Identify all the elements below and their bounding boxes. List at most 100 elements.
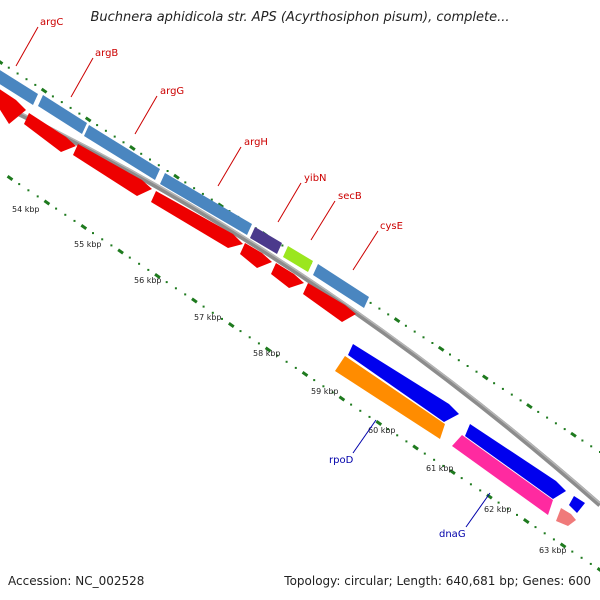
outer-dot (157, 164, 160, 167)
gene-argB[interactable] (38, 95, 87, 134)
genome-backbone-highlight (0, 101, 600, 504)
inner-dot (359, 409, 362, 412)
inner-dot (596, 567, 600, 573)
inner-dot (368, 415, 371, 418)
outer-dot (113, 135, 116, 138)
inner-dot (396, 434, 399, 437)
outer-dot (570, 431, 577, 438)
outer-dot (7, 66, 10, 69)
orf-blue-2[interactable] (465, 424, 566, 499)
tick-label: 61 kbp (426, 464, 454, 473)
outer-dot (378, 307, 381, 310)
inner-dot (184, 293, 187, 296)
orf-salmon-1[interactable] (556, 508, 576, 526)
tick-label: 60 kbp (368, 426, 396, 435)
outer-dot (526, 403, 533, 410)
inner-dot (221, 317, 223, 320)
tick-label: 55 kbp (74, 240, 102, 249)
inner-dot (73, 219, 76, 222)
inner-dot (80, 224, 88, 230)
outer-dot (34, 83, 37, 86)
inner-dot (301, 371, 309, 377)
inner-dot (227, 322, 235, 328)
tick-label: 59 kbp (311, 387, 339, 396)
label-argH: argH (244, 137, 268, 148)
inner-dot (449, 469, 456, 475)
label-argB: argB (95, 48, 118, 59)
inner-dot (559, 542, 567, 549)
orf-red-7[interactable] (303, 283, 356, 322)
label-argG: argG (160, 86, 184, 97)
outer-dot (140, 152, 143, 155)
inner-dot (128, 256, 131, 259)
inner-dot (469, 483, 472, 486)
tick-label: 62 kbp (484, 505, 512, 514)
gene-argH[interactable] (160, 173, 252, 235)
inner-dot (18, 183, 21, 186)
orf-red-2[interactable] (24, 113, 76, 152)
inner-dot (313, 379, 316, 382)
inner-dot (442, 464, 445, 467)
outer-dot (60, 101, 63, 104)
outer-dot (466, 365, 469, 367)
map-title: Buchnera aphidicola str. APS (Acyrthosip… (90, 10, 510, 25)
orf-blue-1[interactable] (348, 344, 459, 422)
tick-label: 63 kbp (539, 546, 567, 555)
outer-dot (449, 353, 451, 356)
outer-dot (519, 399, 522, 402)
inner-dot (36, 195, 39, 198)
outer-dot (0, 59, 4, 65)
gene-dnaG[interactable] (452, 435, 553, 515)
inner-dot (589, 562, 592, 565)
orf-red-6[interactable] (271, 263, 304, 288)
outer-dot (510, 393, 513, 396)
gene-yibN[interactable] (250, 227, 282, 254)
outer-dot (51, 95, 54, 98)
gene-argC[interactable] (0, 67, 38, 105)
inner-dot (43, 199, 51, 206)
orf-red-1[interactable] (0, 86, 26, 124)
inner-dot (522, 518, 530, 524)
outer-dot (40, 87, 48, 94)
gene-argG[interactable] (84, 125, 160, 180)
orf-red-3[interactable] (73, 144, 152, 196)
tick-label: 57 kbp (194, 313, 222, 322)
inner-dot (248, 336, 251, 339)
inner-dot (338, 395, 346, 402)
inner-dot (55, 207, 58, 210)
outer-dot (193, 187, 196, 190)
label-cysE: cysE (380, 221, 403, 232)
gene-cysE[interactable] (313, 264, 369, 308)
label-argC: argC (40, 17, 63, 28)
orf-red-4[interactable] (151, 191, 243, 248)
inner-dot (486, 493, 493, 500)
inner-dot (497, 501, 500, 504)
inner-dot (460, 477, 463, 480)
axis-ticks: 54 kbp 55 kbp 56 kbp 57 kbp 58 kbp 59 kbp 60 k… (12, 205, 567, 555)
outer-dot (457, 359, 460, 362)
outer-dot (537, 410, 540, 413)
orf-red-5[interactable] (240, 243, 272, 268)
inner-dot (257, 342, 260, 345)
outer-dot (581, 439, 584, 442)
outer-dot (413, 330, 416, 333)
inner-dot (375, 420, 383, 426)
orf-blue-3[interactable] (569, 496, 585, 513)
inner-dot (516, 513, 518, 516)
inner-dot (6, 175, 14, 181)
outer-dot (210, 198, 213, 201)
outer-dot (281, 244, 284, 247)
outer-dot (166, 170, 169, 172)
inner-dot (138, 262, 141, 265)
gene-secB[interactable] (283, 246, 313, 272)
label-yibN: yibN (304, 173, 327, 184)
gene-rpoD[interactable] (335, 356, 445, 439)
outer-dot (387, 313, 390, 316)
inner-dot (27, 189, 30, 192)
inner-dot (543, 532, 546, 535)
inner-dot (331, 391, 334, 394)
outer-dot (422, 336, 425, 339)
inner-dot (264, 346, 272, 353)
inner-dot (387, 428, 389, 431)
outer-dot (404, 324, 407, 327)
